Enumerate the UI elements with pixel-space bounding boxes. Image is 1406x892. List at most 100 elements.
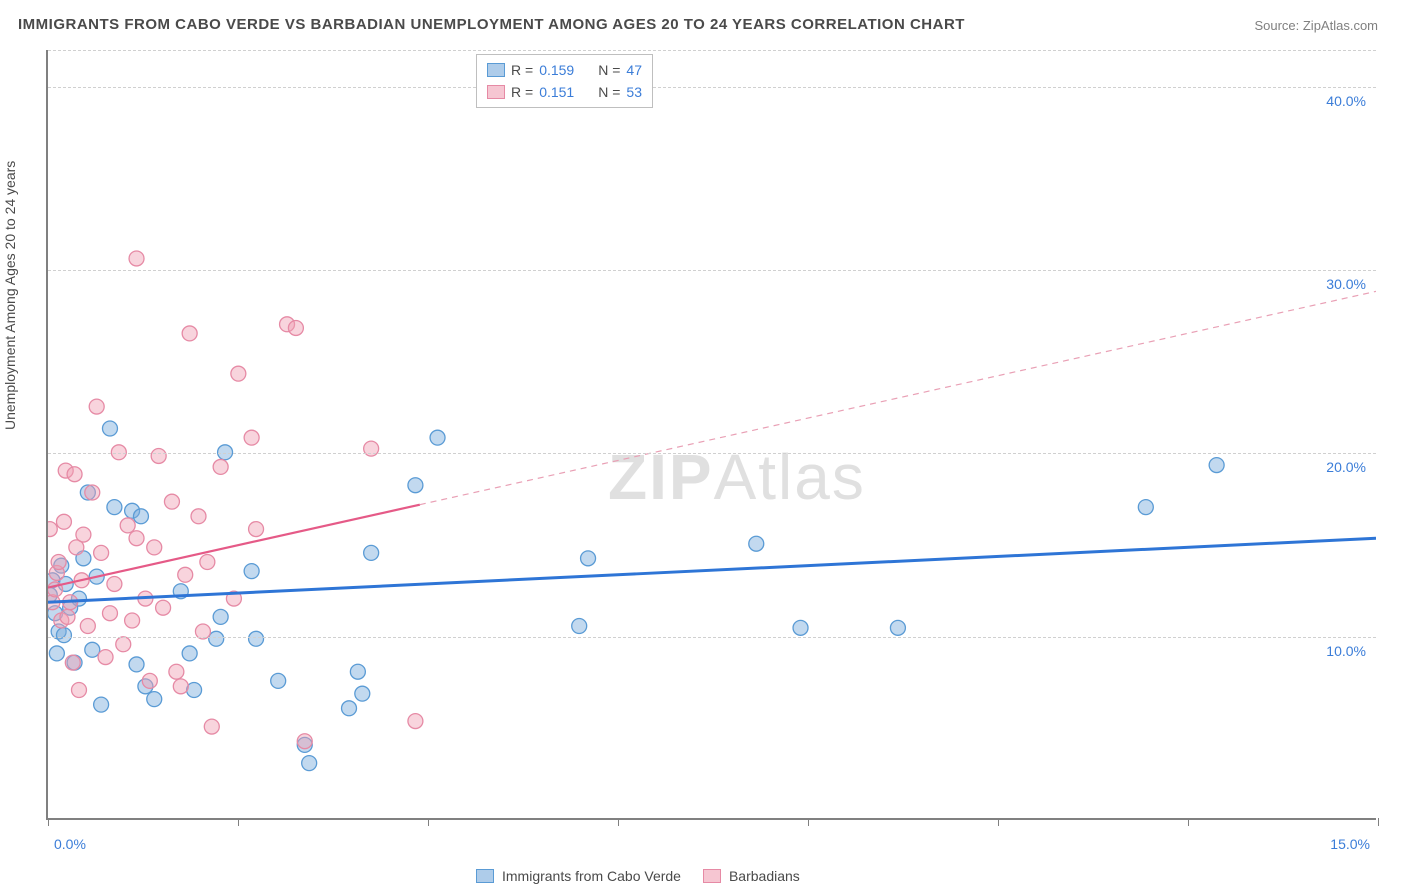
y-tick-label: 10.0% xyxy=(1326,643,1366,659)
data-point xyxy=(151,448,166,463)
n-label: N = xyxy=(598,62,620,78)
r-value-pink: 0.151 xyxy=(539,84,574,100)
x-tick xyxy=(998,818,999,826)
stats-row-pink: R = 0.151 N = 53 xyxy=(487,81,642,103)
legend-item-blue: Immigrants from Cabo Verde xyxy=(476,868,681,884)
data-point xyxy=(231,366,246,381)
data-point xyxy=(71,683,86,698)
data-point xyxy=(200,555,215,570)
x-tick xyxy=(1188,818,1189,826)
data-point xyxy=(1209,458,1224,473)
data-point xyxy=(102,606,117,621)
trendline-pink-dashed xyxy=(420,291,1376,504)
x-tick-label: 0.0% xyxy=(54,836,86,852)
data-point xyxy=(94,545,109,560)
gridline xyxy=(48,50,1376,51)
data-point xyxy=(125,613,140,628)
data-point xyxy=(213,609,228,624)
r-label: R = xyxy=(511,84,533,100)
data-point xyxy=(191,509,206,524)
x-tick xyxy=(1378,818,1379,826)
data-point xyxy=(111,445,126,460)
data-point xyxy=(355,686,370,701)
data-point xyxy=(98,650,113,665)
data-point xyxy=(244,564,259,579)
data-point xyxy=(178,567,193,582)
x-tick xyxy=(48,818,49,826)
stats-legend: R = 0.159 N = 47 R = 0.151 N = 53 xyxy=(476,54,653,108)
swatch-pink-icon xyxy=(487,85,505,99)
data-point xyxy=(408,478,423,493)
y-tick-label: 20.0% xyxy=(1326,459,1366,475)
data-point xyxy=(85,642,100,657)
data-point xyxy=(133,509,148,524)
data-point xyxy=(120,518,135,533)
data-point xyxy=(56,628,71,643)
data-point xyxy=(890,620,905,635)
gridline xyxy=(48,270,1376,271)
swatch-blue-icon xyxy=(487,63,505,77)
chart-canvas xyxy=(48,50,1376,818)
data-point xyxy=(182,646,197,661)
r-label: R = xyxy=(511,62,533,78)
gridline xyxy=(48,453,1376,454)
data-point xyxy=(129,251,144,266)
legend-label-blue: Immigrants from Cabo Verde xyxy=(502,868,681,884)
data-point xyxy=(204,719,219,734)
data-point xyxy=(129,657,144,672)
data-point xyxy=(129,531,144,546)
data-point xyxy=(169,664,184,679)
data-point xyxy=(65,655,80,670)
y-axis-label: Unemployment Among Ages 20 to 24 years xyxy=(2,161,18,430)
x-tick xyxy=(808,818,809,826)
data-point xyxy=(49,646,64,661)
data-point xyxy=(89,399,104,414)
data-point xyxy=(51,555,66,570)
swatch-blue-icon xyxy=(476,869,494,883)
data-point xyxy=(164,494,179,509)
data-point xyxy=(218,445,233,460)
data-point xyxy=(76,527,91,542)
data-point xyxy=(1138,500,1153,515)
data-point xyxy=(350,664,365,679)
gridline xyxy=(48,87,1376,88)
x-tick xyxy=(428,818,429,826)
legend-item-pink: Barbadians xyxy=(703,868,800,884)
swatch-pink-icon xyxy=(703,869,721,883)
data-point xyxy=(182,326,197,341)
data-point xyxy=(249,631,264,646)
y-tick-label: 30.0% xyxy=(1326,276,1366,292)
data-point xyxy=(249,522,264,537)
data-point xyxy=(107,576,122,591)
r-value-blue: 0.159 xyxy=(539,62,574,78)
data-point xyxy=(342,701,357,716)
data-point xyxy=(209,631,224,646)
stats-row-blue: R = 0.159 N = 47 xyxy=(487,59,642,81)
n-value-blue: 47 xyxy=(626,62,642,78)
data-point xyxy=(67,467,82,482)
x-tick xyxy=(618,818,619,826)
data-point xyxy=(60,609,75,624)
data-point xyxy=(142,673,157,688)
data-point xyxy=(147,540,162,555)
data-point xyxy=(297,734,312,749)
data-point xyxy=(271,673,286,688)
data-point xyxy=(173,679,188,694)
data-point xyxy=(408,714,423,729)
plot-area: ZIPAtlas 10.0%20.0%30.0%40.0%0.0%15.0% xyxy=(46,50,1376,820)
data-point xyxy=(107,500,122,515)
data-point xyxy=(793,620,808,635)
data-point xyxy=(302,756,317,771)
data-point xyxy=(572,619,587,634)
legend-label-pink: Barbadians xyxy=(729,868,800,884)
data-point xyxy=(364,545,379,560)
data-point xyxy=(102,421,117,436)
data-point xyxy=(147,692,162,707)
data-point xyxy=(187,683,202,698)
series-legend: Immigrants from Cabo Verde Barbadians xyxy=(476,868,800,884)
y-tick-label: 40.0% xyxy=(1326,93,1366,109)
n-value-pink: 53 xyxy=(626,84,642,100)
data-point xyxy=(213,459,228,474)
gridline xyxy=(48,637,1376,638)
data-point xyxy=(116,637,131,652)
